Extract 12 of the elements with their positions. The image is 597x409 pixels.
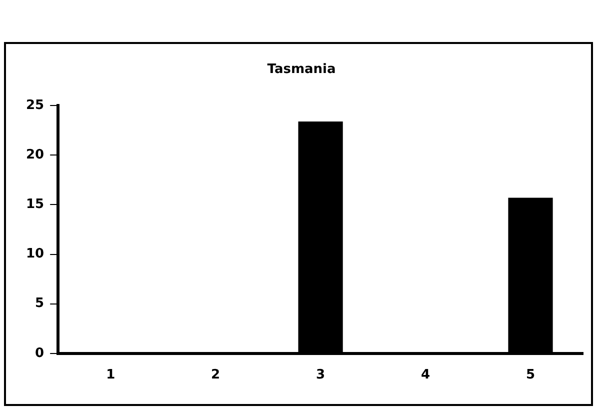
x-tick-label: 3 [316, 368, 326, 383]
chart-title: Tasmania [267, 62, 336, 78]
x-tick-label: 1 [106, 368, 116, 383]
x-tick-label: 2 [211, 368, 220, 383]
y-tick-label: 25 [26, 98, 44, 113]
y-tick-label: 20 [26, 148, 44, 163]
y-tick-label: 10 [26, 246, 44, 262]
x-tick-label: 5 [526, 368, 536, 383]
y-tick-label: 15 [26, 197, 44, 212]
y-tick-label: 5 [35, 296, 44, 312]
x-tick-label: 4 [421, 368, 430, 383]
y-tick-label: 0 [35, 346, 44, 361]
